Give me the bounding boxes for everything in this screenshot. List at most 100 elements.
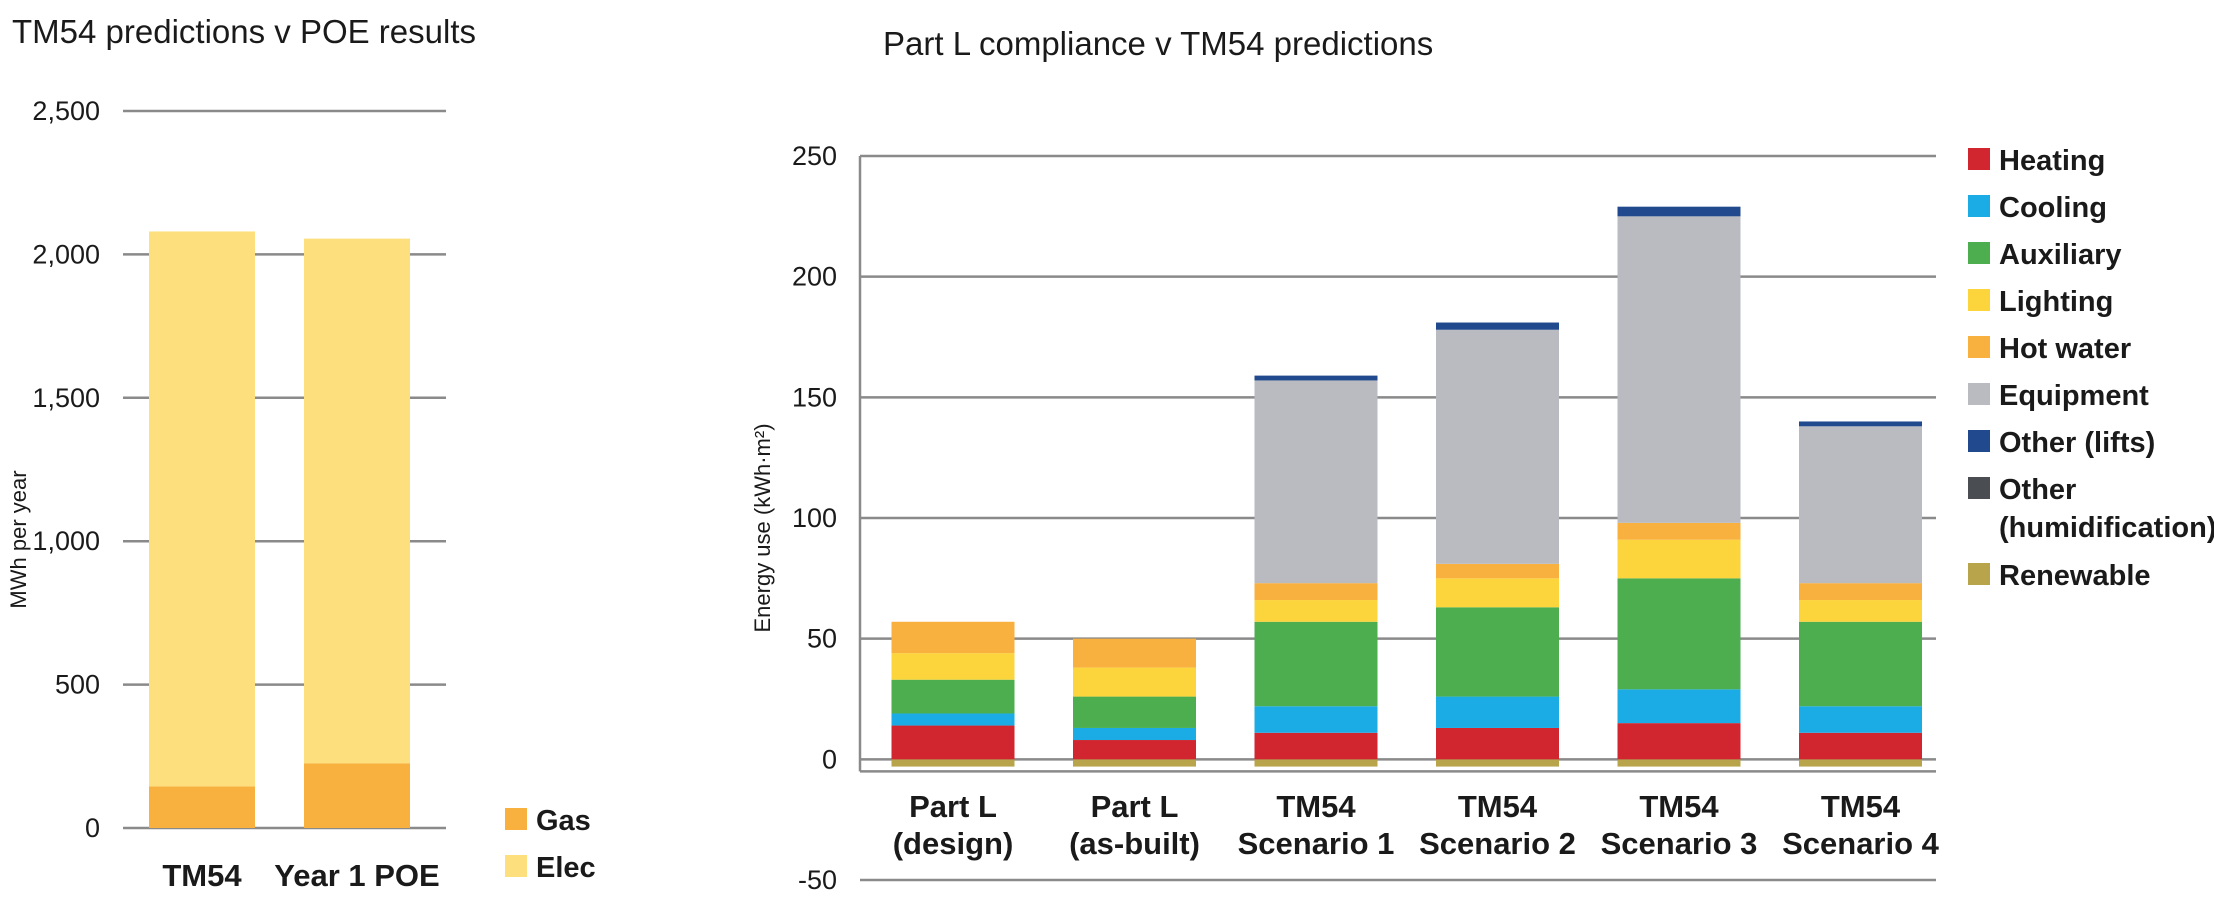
chart2-bar-segment-auxiliary [1254,621,1378,707]
chart2-category-label: (design) [893,826,1014,861]
chart1-bar-segment-gas [149,786,255,828]
chart2-category-label: Part L [1091,789,1179,824]
chart2-legend-swatch [1968,477,1990,499]
chart2-category-label: TM54 [1458,789,1538,824]
chart2-legend-label: Renewable [1999,560,2151,592]
chart2-category-label: Scenario 1 [1238,826,1395,861]
chart1-legend-swatch [505,855,527,877]
chart2-bar-segment-renewable [1799,759,1922,767]
chart2-legend-swatch [1968,148,1990,170]
chart2-bar-segment-cooling [891,713,1015,726]
chart2-category-label: TM54 [1821,789,1901,824]
chart1-category-label: Year 1 POE [274,858,439,893]
chart2-bar-segment-heating [1436,727,1559,760]
chart2-legend-label: Cooling [1999,192,2107,224]
chart2-category-label: Scenario 4 [1782,826,1940,861]
chart1-legend-label: Elec [536,852,596,884]
chart1-bar-segment-elec [149,231,255,787]
chart2-legend-swatch [1968,430,1990,452]
chart1-bar-segment-gas [304,763,410,828]
chart2-bar-segment-cooling [1073,727,1196,741]
chart2-y-tick-label: 200 [792,262,837,292]
chart2-bar-segment-cooling [1436,696,1559,728]
chart1-legend-swatch [505,808,527,830]
chart2-bar-segment-auxiliary [1436,607,1559,697]
chart1-y-tick-label: 2,500 [32,96,100,126]
chart2-bar-segment-lighting [1436,578,1559,608]
chart2-legend-swatch [1968,563,1990,585]
chart2-bar-segment-equipment [1436,329,1559,564]
chart2-title: Part L compliance v TM54 predictions [883,25,1433,62]
chart2-bar-segment-auxiliary [1617,578,1741,690]
chart2-bar-segment-heating [1617,723,1741,760]
chart2-y-axis-label: Energy use (kWh·m²) [750,423,775,632]
chart2-bar-segment-renewable [1254,759,1378,767]
chart2-bar-segment-other-lifts- [1436,322,1559,330]
chart1-y-tick-label: 1,500 [32,383,100,413]
chart2-category-label: Scenario 3 [1601,826,1758,861]
chart2-category-label: TM54 [1639,789,1719,824]
chart2-bar-segment-auxiliary [891,679,1015,714]
chart2-bar-segment-hot-water [1799,583,1922,601]
chart-tm54-vs-poe: TM54 predictions v POE results 0 500 1,000 1… [6,13,596,893]
chart2-bar-segment-renewable [1617,759,1741,767]
chart2-bar-segment-equipment [1617,216,1741,523]
chart2-y-tick-label: -50 [798,865,837,895]
chart2-category-label: Scenario 2 [1419,826,1576,861]
chart2-bar-segment-heating [1799,732,1922,760]
chart2-legend-label: Lighting [1999,286,2113,318]
chart2-legend-label: Equipment [1999,380,2149,412]
chart1-y-tick-label: 0 [85,813,100,843]
chart2-bar-segment-heating [1254,732,1378,760]
chart2-legend-label: Other (lifts) [1999,427,2155,459]
chart2-bar-segment-other-lifts- [1254,375,1378,381]
chart2-bar-segment-renewable [891,759,1015,767]
chart2-category-label: (as-built) [1069,826,1200,861]
chart1-legend-label: Gas [536,805,591,837]
chart2-legend-swatch [1968,242,1990,264]
chart2-bar-segment-equipment [1799,426,1922,584]
chart2-bar-segment-hot-water [1254,583,1378,601]
chart2-bar-segment-other-lifts- [1617,206,1741,217]
chart2-bar-segment-hot-water [1073,638,1196,668]
chart2-category-label: TM54 [1276,789,1356,824]
chart2-bar-segment-cooling [1254,706,1378,733]
chart2-legend-label: Auxiliary [1999,239,2122,271]
chart2-y-tick-label: 0 [822,744,837,774]
chart2-bar-segment-heating [1073,740,1196,760]
chart2-bar-segment-lighting [1617,539,1741,579]
chart2-legend-label: Other [1999,474,2076,506]
chart1-y-tick-label: 1,000 [32,526,100,556]
chart2-bar-segment-lighting [1254,600,1378,622]
chart2-bar-segment-cooling [1799,706,1922,733]
chart2-bar-segment-auxiliary [1073,696,1196,728]
chart2-y-tick-label: 100 [792,503,837,533]
chart1-category-label: TM54 [162,858,242,893]
chart2-bar-segment-renewable [1073,759,1196,767]
chart2-bar-segment-auxiliary [1799,621,1922,707]
chart2-bar-segment-lighting [891,653,1015,680]
chart2-y-tick-label: 250 [792,141,837,171]
chart2-bar-segment-cooling [1617,689,1741,724]
chart2-bar-segment-lighting [1799,600,1922,622]
chart2-bar-segment-hot-water [891,621,1015,654]
chart2-bar-segment-renewable [1436,759,1559,767]
chart2-y-tick-label: 150 [792,382,837,412]
chart2-legend-swatch [1968,289,1990,311]
chart2-bar-segment-equipment [1254,380,1378,584]
chart1-title: TM54 predictions v POE results [12,13,476,50]
chart2-bar-segment-heating [891,725,1015,760]
chart1-y-tick-label: 500 [55,670,100,700]
chart2-bar-segment-hot-water [1436,563,1559,579]
chart2-bar-segment-other-lifts- [1799,421,1922,427]
chart2-legend-swatch [1968,336,1990,358]
chart1-bar-segment-elec [304,238,410,764]
chart1-y-tick-label: 2,000 [32,239,100,269]
chart2-y-tick-label: 50 [807,624,837,654]
chart2-legend-label: Hot water [1999,333,2131,365]
chart2-legend-swatch [1968,383,1990,405]
chart2-legend-label: (humidification) [1999,512,2214,544]
chart-partl-vs-tm54: Part L compliance v TM54 predictions -50 0… [750,25,2214,895]
